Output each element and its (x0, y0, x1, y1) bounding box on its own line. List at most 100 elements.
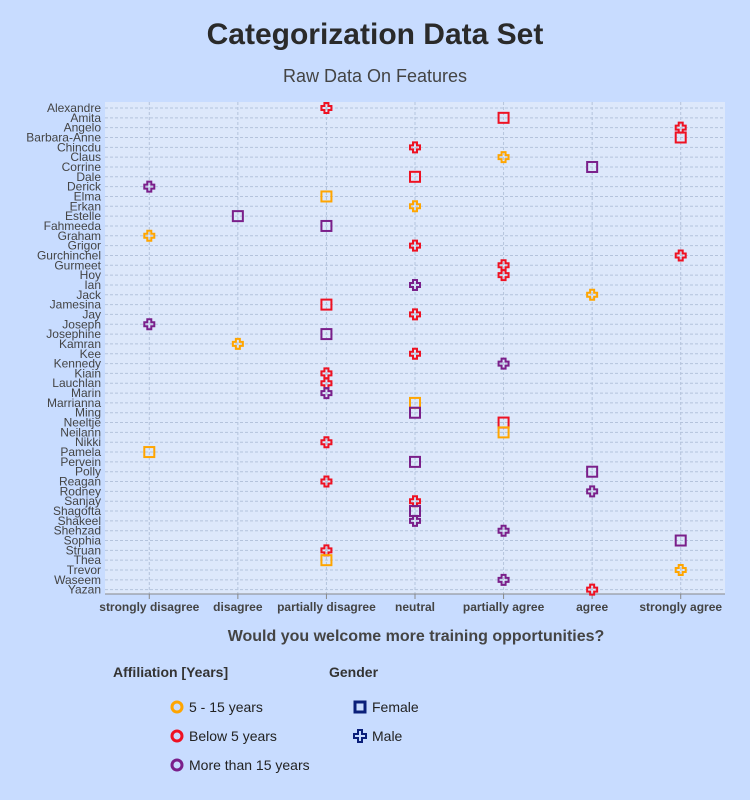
y-tick-label: Gurmeet (54, 258, 101, 272)
y-tick-label: Hoy (80, 268, 101, 282)
y-tick-label: Fahmeeda (44, 219, 102, 233)
point-female-josephine (320, 328, 333, 341)
point-male-shehzad (497, 524, 510, 537)
point-female-jamesina (320, 298, 333, 311)
y-tick-label: Graham (58, 229, 101, 243)
point-female-estelle (231, 210, 244, 223)
y-tick-label: Polly (75, 465, 101, 479)
y-tick-label: Gurchinchel (37, 248, 101, 262)
data-points (143, 102, 687, 596)
circle-icon (170, 729, 184, 743)
point-male-chincdu (409, 141, 421, 154)
point-male-kennedy (497, 357, 510, 370)
x-tick-label: disagree (213, 600, 263, 614)
point-female-amita (497, 111, 510, 124)
point-female-sophia (674, 534, 687, 547)
y-tick-label: Joseph (62, 317, 101, 331)
point-male-waseem (497, 573, 510, 586)
y-tick-label: Neeltje (64, 416, 102, 430)
y-tick-label: Marin (71, 386, 101, 400)
y-tick-label: Claus (70, 150, 101, 164)
y-tick-label: Amita (70, 111, 101, 125)
legend-item-more-than-15-years[interactable]: More than 15 years (170, 756, 310, 774)
y-tick-label: Barbara-Anne (26, 130, 101, 144)
y-tick-label: Kee (80, 347, 102, 361)
legend-label: Male (372, 728, 403, 744)
chart-subtitle: Raw Data On Features (282, 66, 468, 86)
y-tick-label: Waseem (54, 573, 101, 587)
y-tick-label: Kiain (74, 366, 101, 380)
legend-item-below-5-years[interactable]: Below 5 years (170, 727, 277, 745)
point-male-grigor (409, 239, 421, 252)
y-tick-label: Nikki (75, 435, 101, 449)
point-female-thea (320, 554, 333, 567)
y-axis-labels: AlexandreAmitaAngeloBarbara-AnneChincduC… (26, 101, 102, 597)
y-tick-label: Corrine (62, 160, 102, 174)
point-male-shakeel (409, 514, 421, 527)
point-female-corrine (586, 160, 599, 173)
point-female-fahmeeda (320, 219, 333, 232)
legend-label: Below 5 years (189, 728, 277, 744)
y-tick-label: Sanjay (64, 494, 101, 508)
y-tick-label: Thea (74, 553, 102, 567)
grid-lines (105, 102, 725, 594)
legend-label: 5 - 15 years (189, 699, 263, 715)
point-male-jack (586, 288, 599, 301)
x-axis-title: Would you welcome more training opportun… (228, 628, 605, 645)
y-tick-label: Shehzad (54, 524, 101, 538)
point-male-hoy (497, 269, 510, 282)
legend-item-5-15-years[interactable]: 5 - 15 years (170, 698, 263, 716)
point-male-gurchinchel (674, 249, 687, 262)
y-tick-label: Grigor (68, 239, 101, 253)
y-tick-label: Ming (75, 406, 101, 420)
legend-item-male[interactable]: Male (353, 727, 402, 745)
y-tick-label: Pamela (60, 445, 101, 459)
x-tick-label: partially agree (463, 600, 545, 614)
y-tick-label: Shakeel (58, 514, 101, 528)
y-tick-label: Chincdu (57, 140, 101, 154)
y-tick-label: Kennedy (54, 357, 101, 371)
legend-label: Female (372, 699, 419, 715)
point-female-polly (586, 465, 599, 478)
point-male-nikki (320, 436, 333, 449)
legend-gender-title: Gender (329, 664, 379, 680)
legend-affiliation-title: Affiliation [Years] (113, 664, 229, 680)
point-male-claus (497, 151, 510, 164)
point-male-kee (409, 347, 421, 360)
y-tick-label: Jack (76, 288, 102, 302)
circle-icon (170, 700, 184, 714)
y-tick-label: Reagan (59, 475, 101, 489)
y-tick-label: Trevor (67, 563, 101, 577)
y-tick-label: Shagofta (53, 504, 101, 518)
y-tick-label: Pervein (60, 455, 101, 469)
x-tick-label: neutral (395, 600, 435, 614)
chart-title: Categorization Data Set (206, 18, 544, 51)
y-tick-label: Dale (76, 170, 101, 184)
y-tick-label: Angelo (64, 121, 102, 135)
circle-icon (170, 758, 184, 772)
point-male-kamran (231, 337, 244, 350)
y-tick-label: Alexandre (47, 101, 101, 115)
point-male-ian (409, 278, 421, 291)
y-tick-label: Derick (67, 180, 102, 194)
y-tick-label: Neilann (60, 425, 101, 439)
point-male-joseph (143, 318, 156, 331)
x-tick-label: strongly agree (639, 600, 722, 614)
y-tick-label: Erkan (70, 199, 101, 213)
point-male-reagan (320, 475, 333, 488)
point-male-graham (143, 229, 156, 242)
y-tick-label: Jay (82, 307, 101, 321)
point-male-alexandre (320, 102, 333, 114)
legend-label: More than 15 years (189, 757, 310, 773)
x-tick-label: agree (576, 600, 608, 614)
point-male-jay (409, 308, 421, 321)
y-tick-label: Yazan (68, 583, 101, 597)
legend-item-female[interactable]: Female (353, 698, 419, 716)
point-male-yazan (586, 583, 599, 596)
point-female-elma (320, 190, 333, 203)
y-tick-label: Kamran (59, 337, 101, 351)
y-tick-label: Josephine (46, 327, 101, 341)
x-axis-labels: strongly disagree disagree partially disag… (99, 594, 722, 614)
point-male-erkan (409, 200, 421, 213)
